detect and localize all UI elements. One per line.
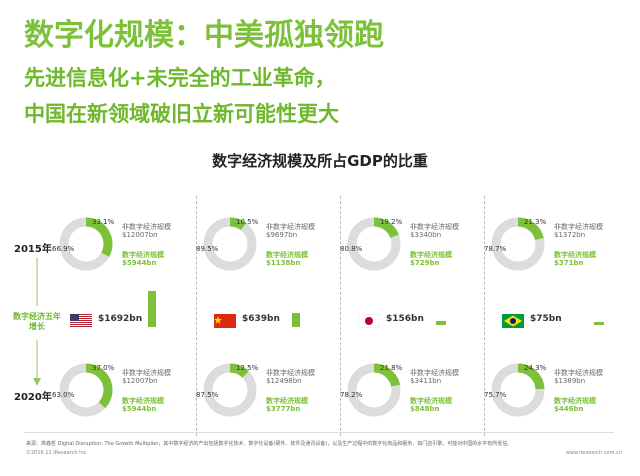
- donut-chart: [59, 363, 113, 417]
- digital-value: $1138bn: [266, 259, 301, 267]
- growth-bar: [594, 322, 604, 325]
- subtitle-line-1: 先进信息化+未完全的工业革命，: [24, 66, 336, 90]
- non-digital-value: $1372bn: [554, 231, 586, 239]
- digital-value: $5944bn: [122, 405, 157, 413]
- donut-digital-slice: [517, 363, 545, 390]
- digital-pct-label: 10.5%: [236, 218, 259, 226]
- non-digital-label: 非数字经济规模: [554, 369, 603, 377]
- growth-bar: [292, 313, 300, 327]
- donut-digital-slice: [229, 217, 247, 231]
- non-digital-value: $3411bn: [410, 377, 442, 385]
- donut-digital-slice: [229, 363, 249, 378]
- footer-url: www.iresearch.com.cn: [565, 450, 622, 456]
- digital-label: 数字经济规模: [122, 397, 164, 405]
- growth-value: $639bn: [242, 314, 280, 324]
- donut-chart: [347, 217, 401, 271]
- growth-value: $1692bn: [98, 314, 143, 324]
- growth-bar: [436, 321, 446, 325]
- footer-copyright: ©2016.12 iResearch Inc: [26, 450, 87, 456]
- donut-chart: [203, 363, 257, 417]
- brazil-flag-icon: [502, 313, 524, 328]
- non-digital-pct-label: 78.7%: [484, 245, 507, 253]
- donut-digital-slice: [85, 217, 113, 257]
- donut-chart: [203, 217, 257, 271]
- non-digital-label: 非数字经济规模: [410, 369, 459, 377]
- non-digital-pct-label: 63.0%: [52, 391, 75, 399]
- divider: [196, 196, 197, 436]
- non-digital-pct-label: 75.7%: [484, 391, 507, 399]
- digital-pct-label: 21.3%: [524, 218, 547, 226]
- chart-title: 数字经济规模及所占GDP的比重: [212, 152, 428, 170]
- growth-label: 数字经济五年增长: [13, 312, 61, 331]
- non-digital-label: 非数字经济规模: [122, 223, 171, 231]
- non-digital-value: $1389bn: [554, 377, 586, 385]
- digital-label: 数字经济规模: [266, 397, 308, 405]
- non-digital-value: $12498bn: [266, 377, 302, 385]
- donut-digital-slice: [373, 217, 399, 239]
- growth-value: $156bn: [386, 314, 424, 324]
- non-digital-label: 非数字经济规模: [122, 369, 171, 377]
- digital-pct-label: 19.2%: [380, 218, 403, 226]
- donut-digital-slice: [373, 363, 400, 387]
- divider: [484, 196, 485, 436]
- digital-value: $3777bn: [266, 405, 301, 413]
- non-digital-label: 非数字经济规模: [554, 223, 603, 231]
- digital-value: $446bn: [554, 405, 584, 413]
- footer-source: 来源：埃森哲 Digital Disruption: The Growth Mu…: [26, 441, 513, 447]
- donut-digital-slice: [85, 363, 113, 409]
- donut-chart: [491, 217, 545, 271]
- growth-bar: [148, 291, 156, 327]
- page-title: 数字化规模：中美孤独领跑: [24, 18, 384, 53]
- china-flag-icon: [214, 313, 236, 328]
- non-digital-pct-label: 80.8%: [340, 245, 363, 253]
- donut-chart: [59, 217, 113, 271]
- non-digital-value: $9697bn: [266, 231, 298, 239]
- digital-label: 数字经济规模: [554, 397, 596, 405]
- non-digital-label: 非数字经济规模: [266, 369, 315, 377]
- non-digital-pct-label: 78.2%: [340, 391, 363, 399]
- divider: [340, 196, 341, 436]
- non-digital-label: 非数字经济规模: [266, 223, 315, 231]
- donut-digital-slice: [517, 217, 544, 241]
- growth-value: $75bn: [530, 314, 562, 324]
- digital-value: $848bn: [410, 405, 440, 413]
- digital-pct-label: 37.0%: [92, 364, 115, 372]
- digital-pct-label: 12.5%: [236, 364, 259, 372]
- year-label-2015: 2015年: [14, 244, 52, 255]
- non-digital-pct-label: 66.9%: [52, 245, 75, 253]
- footer-rule: [24, 432, 614, 433]
- year-label-2020: 2020年: [14, 392, 52, 403]
- non-digital-pct-label: 87.5%: [196, 391, 219, 399]
- donut-chart: [491, 363, 545, 417]
- digital-pct-label: 21.8%: [380, 364, 403, 372]
- non-digital-value: $12007bn: [122, 377, 158, 385]
- subtitle-line-2: 中国在新领域破旧立新可能性更大: [24, 102, 339, 126]
- non-digital-value: $3340bn: [410, 231, 442, 239]
- digital-pct-label: 24.3%: [524, 364, 547, 372]
- non-digital-value: $12007bn: [122, 231, 158, 239]
- digital-pct-label: 33.1%: [92, 218, 115, 226]
- donut-chart: [347, 363, 401, 417]
- donut-non-digital-slice: [203, 217, 257, 271]
- digital-value: $371bn: [554, 259, 584, 267]
- digital-label: 数字经济规模: [122, 251, 164, 259]
- digital-label: 数字经济规模: [266, 251, 308, 259]
- digital-value: $729bn: [410, 259, 440, 267]
- non-digital-label: 非数字经济规模: [410, 223, 459, 231]
- digital-label: 数字经济规模: [554, 251, 596, 259]
- digital-value: $5944bn: [122, 259, 157, 267]
- digital-label: 数字经济规模: [410, 251, 452, 259]
- non-digital-pct-label: 89.5%: [196, 245, 219, 253]
- digital-label: 数字经济规模: [410, 397, 452, 405]
- us-flag-icon: [70, 313, 92, 328]
- japan-flag-icon: [357, 313, 381, 329]
